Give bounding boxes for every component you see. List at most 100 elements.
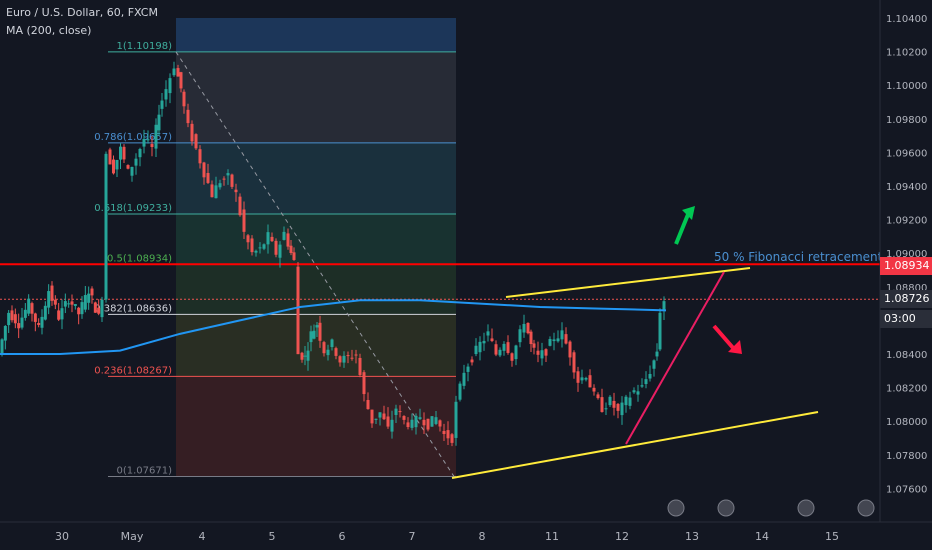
arrow-up-green-head bbox=[682, 206, 695, 220]
x-tick-label: 30 bbox=[55, 530, 69, 543]
candle-body bbox=[3, 325, 7, 341]
candle-body bbox=[514, 345, 518, 360]
event-marker-icon bbox=[857, 499, 875, 517]
candle-body bbox=[83, 295, 87, 310]
candle-body bbox=[354, 354, 358, 356]
y-tick-label: 1.10400 bbox=[886, 14, 927, 25]
candle-body bbox=[7, 312, 11, 326]
candle-body bbox=[529, 331, 533, 345]
candle-body bbox=[270, 236, 274, 242]
candle-body bbox=[142, 138, 146, 147]
arrow-down-red-head bbox=[728, 340, 742, 354]
legend-symbol: Euro / U.S. Dollar, 60, FXCM bbox=[6, 6, 158, 19]
candle-body bbox=[486, 331, 490, 336]
candle-body bbox=[434, 417, 438, 424]
candle-body bbox=[655, 351, 659, 357]
candle-body bbox=[168, 78, 172, 94]
candle-body bbox=[80, 302, 84, 315]
candle-body bbox=[130, 166, 134, 176]
candle-body bbox=[274, 240, 278, 255]
x-tick-label: 4 bbox=[199, 530, 206, 543]
fib-zone-0 bbox=[176, 18, 456, 52]
candle-body bbox=[134, 158, 138, 166]
candle-body bbox=[438, 420, 442, 427]
candle-body bbox=[426, 418, 430, 430]
candle-body bbox=[108, 149, 112, 165]
candle-body bbox=[532, 343, 536, 348]
legend-ma: MA (200, close) bbox=[6, 24, 92, 37]
candle-body bbox=[628, 397, 632, 406]
candle-body bbox=[176, 68, 180, 77]
candle-body bbox=[126, 165, 130, 169]
candle-body bbox=[315, 325, 319, 328]
candle-body bbox=[458, 383, 462, 400]
candle-body bbox=[374, 418, 378, 420]
candle-body bbox=[53, 299, 57, 305]
candle-body bbox=[13, 314, 17, 324]
x-tick-label: 12 bbox=[615, 530, 629, 543]
candle-body bbox=[608, 396, 612, 406]
y-tick-label: 1.10200 bbox=[886, 48, 927, 59]
candle-body bbox=[526, 322, 530, 334]
candle-body bbox=[624, 396, 628, 406]
candle-body bbox=[202, 162, 206, 178]
candle-body bbox=[544, 349, 548, 356]
candle-body bbox=[154, 124, 158, 149]
candle-body bbox=[640, 385, 644, 387]
candle-body bbox=[242, 209, 246, 232]
candle-body bbox=[0, 339, 4, 355]
candle-body bbox=[592, 387, 596, 392]
candle-body bbox=[338, 356, 342, 363]
candle-body bbox=[334, 348, 338, 356]
candle-body bbox=[182, 91, 186, 107]
candle-body bbox=[115, 159, 119, 170]
candle-body bbox=[306, 350, 310, 361]
fib-label-0.5: 0.5(1.08934) bbox=[107, 253, 172, 264]
candle-body bbox=[292, 252, 296, 260]
candle-body bbox=[564, 334, 568, 344]
candle-body bbox=[450, 434, 454, 443]
y-tick-label: 1.08200 bbox=[886, 384, 927, 395]
candle-body bbox=[282, 231, 286, 240]
candle-body bbox=[172, 68, 176, 76]
candle-body bbox=[312, 330, 316, 339]
candle-body bbox=[350, 357, 354, 359]
candle-body bbox=[398, 411, 402, 413]
candle-body bbox=[20, 317, 24, 328]
candle-body bbox=[362, 372, 366, 395]
candle-body bbox=[366, 399, 370, 410]
candle-body bbox=[112, 159, 115, 174]
candle-body bbox=[309, 331, 313, 343]
candle-body bbox=[318, 322, 322, 341]
candle-body bbox=[418, 417, 422, 420]
y-tick-label: 1.09800 bbox=[886, 115, 927, 126]
price-tag-fib-50: 1.08934 bbox=[880, 257, 932, 275]
x-tick-label: 7 bbox=[409, 530, 416, 543]
candle-body bbox=[402, 416, 406, 420]
candle-body bbox=[238, 196, 242, 216]
candle-body bbox=[620, 402, 624, 416]
candle-body bbox=[23, 309, 27, 318]
candle-body bbox=[576, 371, 580, 383]
event-marker-icon bbox=[717, 499, 735, 517]
candle-body bbox=[636, 391, 640, 395]
candle-body bbox=[77, 307, 81, 315]
x-tick-label: 8 bbox=[479, 530, 486, 543]
y-tick-label: 1.09400 bbox=[886, 182, 927, 193]
countdown-tag: 03:00 bbox=[880, 310, 932, 328]
candle-body bbox=[87, 293, 91, 303]
fib-label-0: 0(1.07671) bbox=[116, 465, 172, 476]
candle-body bbox=[250, 238, 254, 253]
candle-body bbox=[57, 310, 61, 320]
arrow-down-red-shaft bbox=[712, 324, 736, 351]
y-tick-label: 1.08000 bbox=[886, 417, 927, 428]
candle-body bbox=[278, 244, 282, 258]
candle-body bbox=[10, 310, 14, 321]
candle-body bbox=[70, 301, 74, 305]
candle-body bbox=[300, 352, 304, 360]
candle-body bbox=[394, 408, 398, 415]
x-tick-label: 13 bbox=[685, 530, 699, 543]
candle-body bbox=[648, 373, 652, 379]
candle-body bbox=[616, 403, 620, 411]
